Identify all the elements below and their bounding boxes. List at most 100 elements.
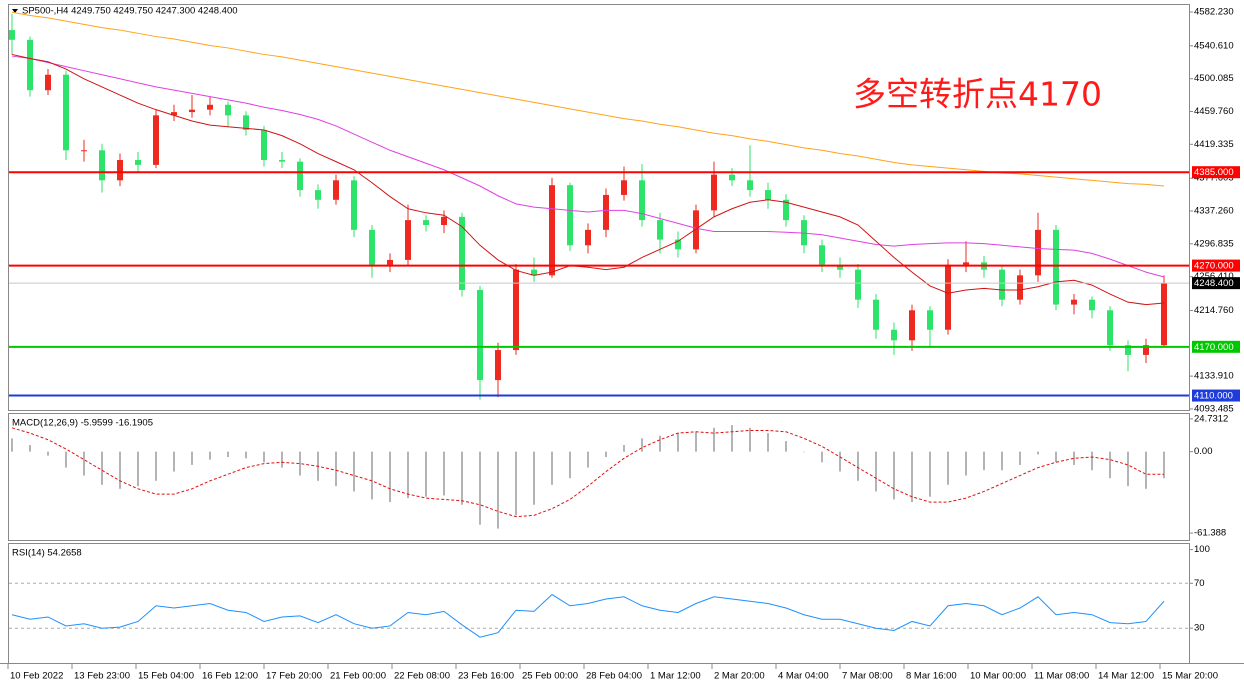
candle-body <box>657 220 663 240</box>
x-tick-label: 1 Mar 12:00 <box>650 671 701 682</box>
candle-body <box>243 115 249 130</box>
y-tick-label: -61.388 <box>1194 528 1226 539</box>
candle-body <box>837 264 843 270</box>
macd-bar <box>137 451 139 487</box>
candle-body <box>1017 275 1023 300</box>
candle-body <box>153 115 159 165</box>
macd-bar <box>1019 451 1021 465</box>
macd-bar <box>983 451 985 471</box>
macd-bar <box>389 451 391 503</box>
macd-bar <box>695 431 697 452</box>
x-tick-label: 13 Feb 23:00 <box>74 671 130 682</box>
candle-body <box>297 161 303 191</box>
macd-bar <box>101 451 103 485</box>
macd-bar <box>155 451 157 481</box>
macd-bar <box>209 451 211 460</box>
candle-body <box>927 310 933 330</box>
menu-icon[interactable] <box>12 9 18 13</box>
y-tick-label: 0.00 <box>1194 446 1213 457</box>
macd-bar <box>227 451 229 457</box>
x-tick-label: 22 Feb 08:00 <box>394 671 450 682</box>
macd-bar <box>1127 451 1129 487</box>
macd-bar <box>479 451 481 525</box>
macd-bar <box>407 451 409 499</box>
macd-bar <box>371 451 373 500</box>
candle-body <box>63 74 69 151</box>
macd-bar <box>29 445 31 452</box>
macd-bar <box>785 441 787 452</box>
candle-body <box>675 239 681 250</box>
y-tick-label: 4256.410 <box>1194 271 1234 282</box>
candle-body <box>261 129 267 161</box>
macd-bar <box>47 451 49 456</box>
candle-body <box>945 264 951 330</box>
y-tick-label: 4582.230 <box>1194 7 1234 18</box>
y-tick-label: 4133.910 <box>1194 371 1234 382</box>
macd-bar <box>11 438 13 452</box>
candle-body <box>567 185 573 246</box>
candle-body <box>459 216 465 290</box>
x-tick-label: 10 Mar 00:00 <box>970 671 1026 682</box>
macd-bar <box>245 451 247 459</box>
candle-body <box>387 259 393 265</box>
candle-body <box>621 180 627 195</box>
candle-body <box>477 289 483 381</box>
macd-bar <box>1001 451 1003 471</box>
level-label-box <box>1192 259 1240 272</box>
candle-body <box>729 174 735 181</box>
y-tick-label: 4337.260 <box>1194 205 1234 216</box>
y-tick-label: 4459.760 <box>1194 106 1234 117</box>
macd-bar <box>929 451 931 497</box>
candle-body <box>9 30 15 40</box>
macd-signal <box>11 427 1164 518</box>
candle-body <box>819 245 825 265</box>
x-tick-label: 2 Mar 20:00 <box>714 671 765 682</box>
candle-body <box>495 350 501 381</box>
rsi-line <box>11 593 1165 638</box>
macd-bar <box>353 451 355 492</box>
x-tick-label: 21 Feb 00:00 <box>330 671 386 682</box>
macd-bar <box>281 451 283 468</box>
macd-bar <box>191 451 193 465</box>
macd-bar <box>605 451 607 457</box>
macd-bar <box>803 451 805 453</box>
level-label-box <box>1192 340 1240 353</box>
macd-bar <box>641 438 643 452</box>
candle-body <box>117 160 123 181</box>
candle-body <box>855 269 861 300</box>
candle-body <box>909 310 915 341</box>
candle-body <box>585 229 591 246</box>
candle-body <box>783 199 789 221</box>
macd-bar <box>587 451 589 468</box>
level-label: 4270.000 <box>1194 261 1234 272</box>
macd-bar <box>515 451 517 516</box>
candle-body <box>531 269 537 276</box>
macd-bar <box>569 451 571 479</box>
level-label: 4110.000 <box>1194 391 1233 402</box>
candle-body <box>171 112 177 116</box>
candle-body <box>1053 229 1059 305</box>
candle-body <box>873 299 879 330</box>
y-tick-label: 4296.835 <box>1194 238 1234 249</box>
plot-layer: 4582.230 4540.610 4500.085 4459.760 4419.335… <box>7 7 1240 682</box>
candle-body <box>693 210 699 250</box>
macd-bar <box>767 433 769 452</box>
candle-body <box>81 150 87 152</box>
candle-body <box>315 190 321 200</box>
macd-bar <box>875 451 877 492</box>
candle-body <box>1161 283 1167 346</box>
candle-body <box>1089 299 1095 311</box>
macd-bar <box>1073 451 1075 465</box>
candle-body <box>639 180 645 221</box>
candle-body <box>351 180 357 230</box>
macd-bar <box>947 451 949 485</box>
candle-body <box>1125 345 1131 355</box>
candle-body <box>999 269 1005 300</box>
macd-bar <box>533 451 535 505</box>
candle-body <box>441 216 447 225</box>
macd-bar <box>497 451 499 529</box>
candle-body <box>423 220 429 225</box>
moving-average <box>11 55 1165 278</box>
price-panel <box>8 4 1190 411</box>
